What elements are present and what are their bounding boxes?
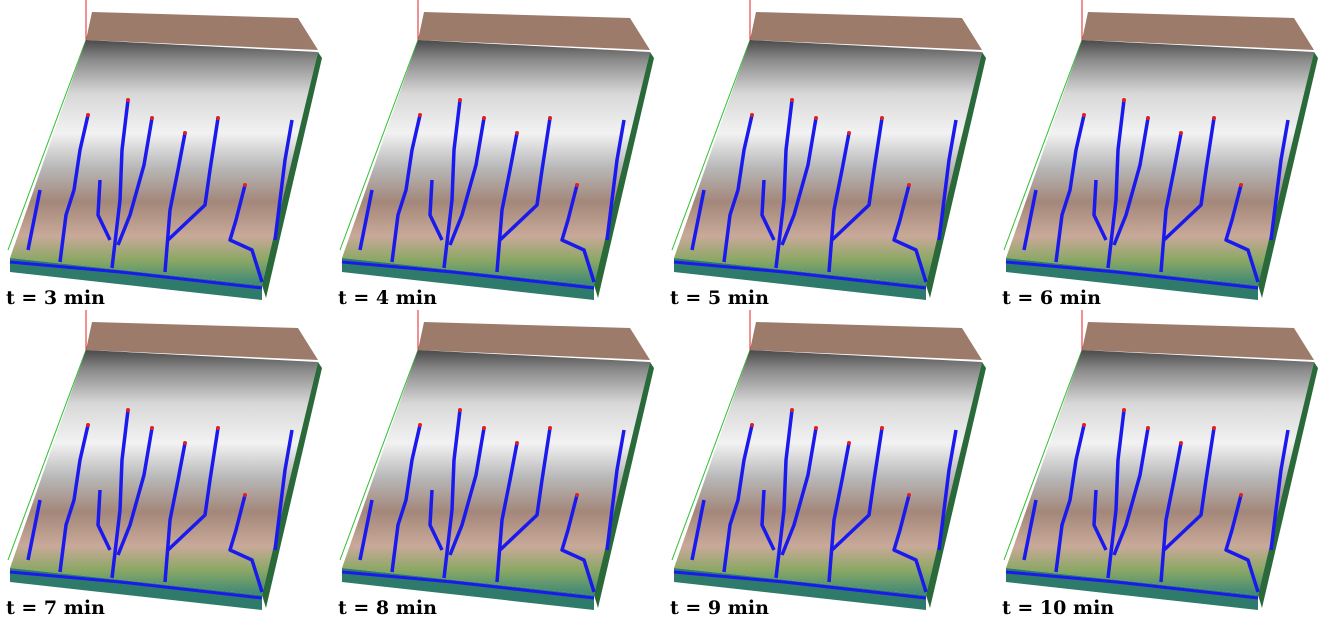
panel-caption: t = 8 min	[338, 597, 437, 618]
panel-caption: t = 3 min	[6, 287, 105, 309]
terrain-render	[8, 310, 322, 610]
panel: t = 8 min	[338, 310, 654, 618]
panel: t = 5 min	[670, 0, 986, 309]
terrain-render	[1004, 310, 1318, 610]
panel: t = 6 min	[1002, 0, 1318, 309]
panel-caption: t = 9 min	[670, 597, 769, 618]
panel: t = 9 min	[670, 310, 986, 618]
panel-caption: t = 10 min	[1002, 597, 1114, 618]
panel: t = 4 min	[338, 0, 654, 309]
panel-caption: t = 7 min	[6, 597, 105, 618]
page: t = 3 min t = 4 min t = 5 min t = 6 min t = …	[0, 0, 1327, 618]
panel: t = 7 min	[6, 310, 322, 618]
terrain-render	[1004, 0, 1318, 300]
terrain-render	[8, 0, 322, 300]
terrain-render	[340, 0, 654, 300]
panel-caption: t = 4 min	[338, 287, 437, 309]
terrain-render	[672, 310, 986, 610]
figure: t = 3 min t = 4 min t = 5 min t = 6 min t = …	[0, 0, 1327, 618]
panel: t = 10 min	[1002, 310, 1318, 618]
terrain-render	[340, 310, 654, 610]
panel-caption: t = 5 min	[670, 287, 769, 309]
panel: t = 3 min	[6, 0, 322, 309]
panel-caption: t = 6 min	[1002, 287, 1101, 309]
terrain-render	[672, 0, 986, 300]
